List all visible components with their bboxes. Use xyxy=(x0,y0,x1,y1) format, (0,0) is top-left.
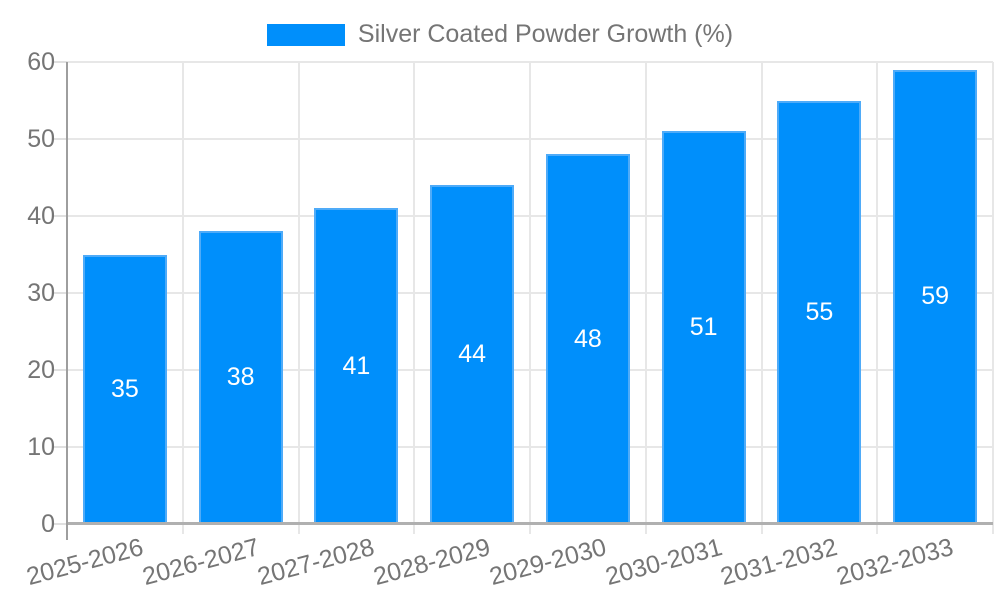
y-tick xyxy=(53,369,67,371)
gridline-v xyxy=(992,62,994,534)
y-tick-label: 0 xyxy=(41,510,55,538)
y-tick-label: 20 xyxy=(27,356,55,384)
plot-area: 35 38 41 44 48 51 55 59 2025-2026 2026-2027 2027-2… xyxy=(23,61,994,591)
legend[interactable]: Silver Coated Powder Growth (%) xyxy=(0,20,1000,49)
bar-value-label: 51 xyxy=(689,313,718,342)
bar: 41 xyxy=(314,208,399,524)
y-tick xyxy=(53,215,67,217)
y-tick-label: 10 xyxy=(27,433,55,461)
gridline-v xyxy=(181,62,184,534)
bar-value-label: 55 xyxy=(805,297,834,326)
y-axis-line xyxy=(66,62,68,540)
gridline-v xyxy=(760,62,763,534)
bar: 48 xyxy=(545,154,630,524)
gridline-v xyxy=(876,62,879,534)
bar: 35 xyxy=(82,254,167,524)
y-tick xyxy=(53,292,67,294)
gridline-v xyxy=(413,62,416,534)
x-axis-line xyxy=(67,522,993,525)
bar-value-label: 59 xyxy=(921,282,950,311)
bar-value-label: 44 xyxy=(458,340,487,369)
y-tick-label: 60 xyxy=(27,48,55,76)
bar: 55 xyxy=(777,100,862,524)
y-tick-label: 30 xyxy=(27,279,55,307)
legend-label: Silver Coated Powder Growth (%) xyxy=(357,20,734,48)
y-tick xyxy=(53,138,67,140)
bar-value-label: 35 xyxy=(110,374,139,403)
bar-value-label: 48 xyxy=(573,324,602,353)
bar: 38 xyxy=(198,231,283,524)
y-tick-label: 50 xyxy=(27,125,55,153)
bar-value-label: 38 xyxy=(226,363,255,392)
gridline-v xyxy=(297,62,300,534)
gridline-v xyxy=(529,62,531,534)
bar: 44 xyxy=(430,185,515,524)
bar: 59 xyxy=(893,69,978,524)
bar: 51 xyxy=(661,131,746,524)
gridline-v xyxy=(644,62,647,534)
legend-swatch xyxy=(266,23,345,46)
y-tick xyxy=(53,446,67,448)
bar-value-label: 41 xyxy=(342,351,371,380)
y-tick xyxy=(53,523,67,525)
y-tick xyxy=(53,61,67,63)
y-tick-label: 40 xyxy=(27,202,55,230)
